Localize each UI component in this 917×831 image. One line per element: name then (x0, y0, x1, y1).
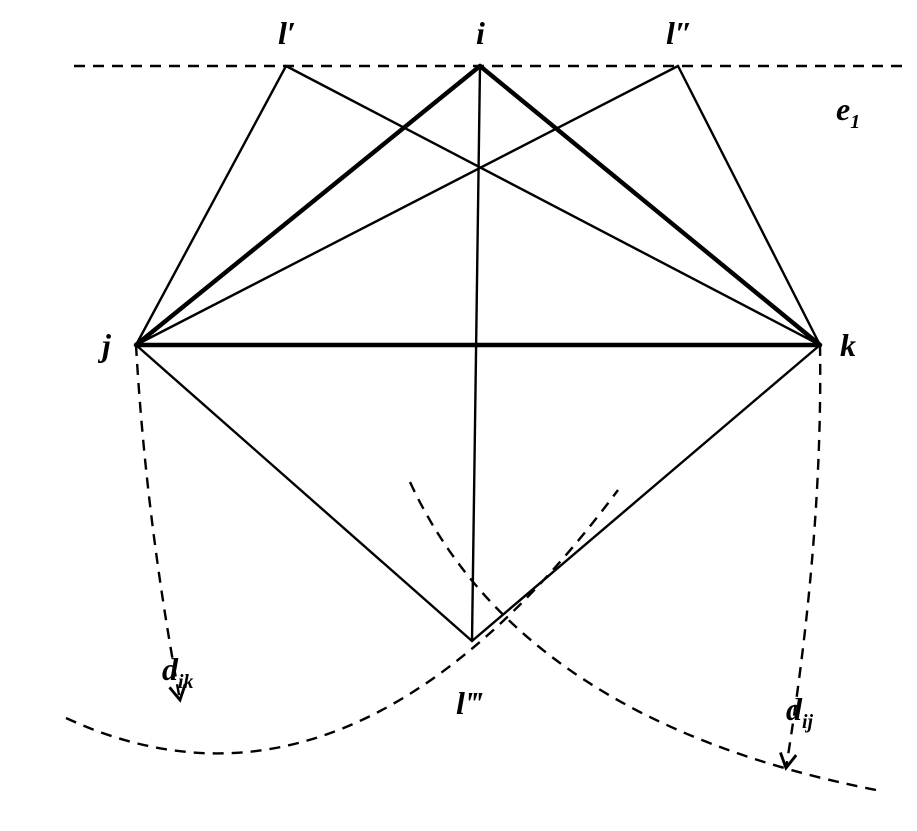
node-label-k: k (840, 327, 856, 363)
label-e1: e1 (836, 91, 860, 133)
node-label-l_tprime: l‴ (456, 685, 483, 721)
dashed-arc (136, 345, 180, 700)
edge-i-l_tprime (472, 66, 480, 641)
edge-k-l_tprime (472, 345, 820, 641)
edge-l_dprime-j (136, 66, 678, 345)
dashed-arc (66, 490, 618, 753)
edge-l_dprime-k (678, 66, 820, 345)
node-label-l_prime: l′ (278, 15, 296, 51)
label-dik: dik (162, 651, 194, 693)
edge-j-l_tprime (136, 345, 472, 641)
dashed-arc (410, 482, 876, 790)
node-label-i: i (476, 15, 485, 51)
node-label-j: j (97, 327, 111, 363)
edge-i-k (480, 66, 820, 345)
label-dij: dij (786, 691, 814, 733)
node-label-l_dprime: l″ (666, 15, 693, 51)
edge-l_prime-k (286, 66, 820, 345)
edge-l_prime-j (136, 66, 286, 345)
edge-i-j (136, 66, 480, 345)
